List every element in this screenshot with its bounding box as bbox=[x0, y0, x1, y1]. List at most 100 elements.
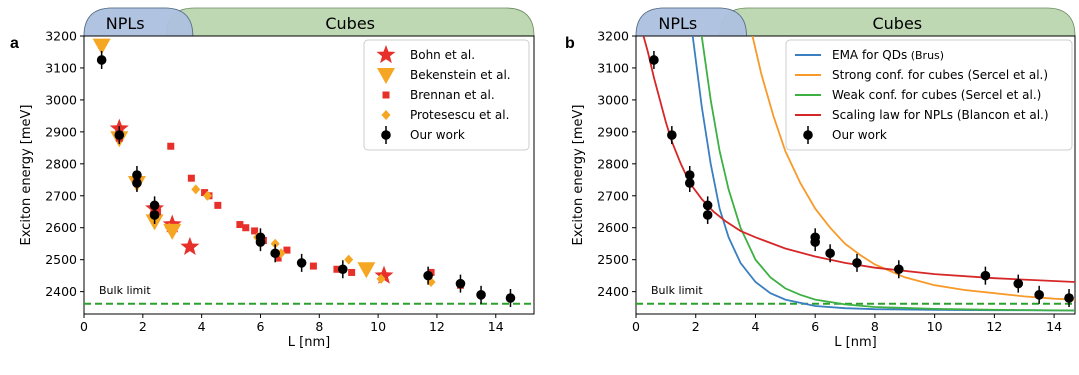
x-tick-label: 2 bbox=[692, 319, 700, 334]
data-point bbox=[149, 205, 160, 224]
data-point bbox=[825, 244, 835, 263]
y-tick-label: 3200 bbox=[45, 29, 77, 44]
data-point bbox=[191, 184, 201, 195]
data-point bbox=[810, 237, 820, 247]
data-point bbox=[296, 253, 307, 272]
legend-label: Protesescu et al. bbox=[410, 108, 509, 122]
legend-item: Protesescu et al. bbox=[381, 108, 509, 122]
data-point bbox=[96, 55, 107, 65]
data-point bbox=[333, 265, 341, 273]
y-tick-label: 2600 bbox=[45, 220, 77, 235]
series-our-work bbox=[649, 50, 1074, 308]
x-tick-label: 12 bbox=[986, 319, 1002, 334]
data-point bbox=[255, 233, 266, 252]
data-point bbox=[423, 266, 433, 285]
y-tick-label: 2400 bbox=[597, 284, 629, 299]
data-point bbox=[1013, 274, 1024, 293]
data-point bbox=[667, 126, 677, 145]
legend-label: Bekenstein et al. bbox=[410, 68, 511, 82]
legend-item: EMA for QDs (Brus) bbox=[795, 48, 944, 62]
y-tick-label: 3000 bbox=[597, 92, 629, 107]
y-tick-label: 2400 bbox=[45, 284, 77, 299]
data-point bbox=[338, 260, 348, 279]
data-point bbox=[374, 265, 394, 284]
data-point bbox=[852, 253, 862, 272]
legend-label: Strong conf. for cubes (Sercel et al.) bbox=[832, 68, 1048, 82]
data-point bbox=[162, 214, 182, 233]
data-point bbox=[381, 130, 391, 140]
data-point bbox=[649, 50, 659, 69]
data-point bbox=[376, 273, 386, 284]
x-tick-label: 8 bbox=[315, 319, 323, 334]
x-tick-label: 4 bbox=[198, 319, 206, 334]
legend-item: Weak conf. for cubes (Sercel et al.) bbox=[795, 88, 1041, 102]
data-point bbox=[455, 278, 466, 289]
data-point bbox=[980, 270, 991, 281]
x-tick-label: 10 bbox=[370, 319, 386, 334]
data-point bbox=[270, 238, 280, 249]
data-point bbox=[505, 289, 516, 308]
series-ema-for-qds bbox=[691, 36, 1075, 312]
data-point bbox=[96, 50, 107, 69]
data-point bbox=[702, 205, 713, 224]
x-tick-label: 14 bbox=[488, 319, 504, 334]
y-tick-label: 3100 bbox=[597, 60, 629, 75]
data-point bbox=[92, 38, 111, 55]
legend-box bbox=[363, 39, 530, 151]
data-point bbox=[476, 290, 486, 300]
y-tick-label: 2700 bbox=[597, 188, 629, 203]
x-tick-label: 12 bbox=[429, 319, 445, 334]
x-tick-label: 4 bbox=[751, 319, 759, 334]
data-point bbox=[1034, 285, 1044, 304]
series-line bbox=[642, 36, 1075, 283]
y-axis-label: Exciton energy [meV] bbox=[571, 105, 586, 246]
legend-item: Our work bbox=[803, 126, 887, 144]
data-point bbox=[702, 210, 713, 220]
legend-box bbox=[785, 39, 1073, 151]
x-tick-label: 10 bbox=[927, 319, 943, 334]
legend-marker bbox=[803, 126, 813, 144]
legend-item: Strong conf. for cubes (Sercel et al.) bbox=[795, 68, 1048, 82]
series-scaling-law-for-npls-blancon-et-al bbox=[642, 36, 1075, 283]
data-point bbox=[1064, 293, 1074, 303]
data-point bbox=[132, 178, 142, 188]
legend-label: EMA for QDs (Brus) bbox=[832, 48, 944, 62]
y-tick-label: 3100 bbox=[45, 60, 77, 75]
legend-label: Weak conf. for cubes (Sercel et al.) bbox=[832, 88, 1041, 102]
data-point bbox=[338, 264, 348, 275]
legend-item: Our work bbox=[381, 126, 465, 144]
bulk-limit-label: Bulk limit bbox=[651, 284, 703, 297]
data-point bbox=[270, 244, 280, 263]
x-axis-label: L [nm] bbox=[288, 335, 330, 350]
data-point bbox=[684, 178, 695, 188]
legend-item: Scaling law for NPLs (Blancon et al.) bbox=[795, 108, 1049, 122]
y-tick-label: 2700 bbox=[45, 188, 77, 203]
bulk-limit-label: Bulk limit bbox=[99, 284, 151, 297]
legend-marker bbox=[376, 45, 396, 64]
data-point bbox=[803, 130, 813, 140]
x-tick-label: 8 bbox=[871, 319, 879, 334]
data-point bbox=[167, 142, 175, 150]
y-tick-label: 3000 bbox=[45, 92, 77, 107]
y-tick-label: 2600 bbox=[597, 220, 629, 235]
data-point bbox=[357, 262, 376, 279]
data-point bbox=[1013, 278, 1024, 289]
data-point bbox=[825, 248, 835, 259]
x-tick-label: 0 bbox=[632, 319, 640, 334]
data-point bbox=[283, 246, 291, 254]
data-point bbox=[201, 189, 209, 197]
series-line bbox=[700, 36, 1075, 312]
data-point bbox=[684, 173, 695, 192]
plot-content bbox=[636, 36, 1075, 312]
data-point bbox=[255, 237, 266, 247]
legend-label: Our work bbox=[410, 128, 465, 142]
y-axis-label: Exciton energy [meV] bbox=[19, 105, 34, 246]
x-tick-label: 0 bbox=[80, 319, 88, 334]
y-tick-label: 2800 bbox=[45, 156, 77, 171]
data-point bbox=[455, 274, 466, 293]
x-tick-label: 6 bbox=[256, 319, 264, 334]
legend-item: Bekenstein et al. bbox=[377, 68, 511, 84]
data-point bbox=[149, 210, 160, 220]
y-tick-label: 2900 bbox=[597, 124, 629, 139]
data-point bbox=[164, 222, 174, 233]
